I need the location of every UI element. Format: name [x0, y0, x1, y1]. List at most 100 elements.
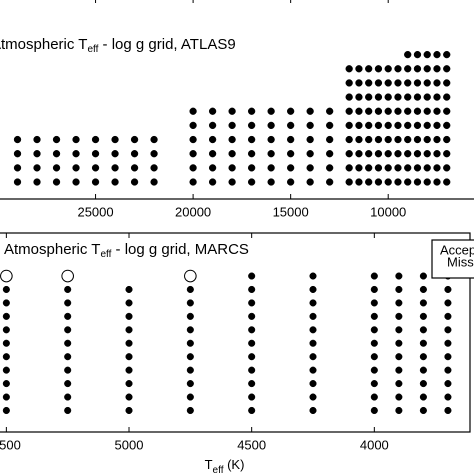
- point: [125, 380, 133, 388]
- point: [355, 135, 363, 144]
- point: [326, 178, 334, 186]
- point: [419, 380, 427, 388]
- subscript: eff: [100, 249, 111, 260]
- point: [394, 79, 402, 87]
- point: [365, 65, 373, 73]
- point: [395, 326, 403, 334]
- point: [2, 312, 10, 320]
- point: [72, 135, 80, 144]
- point: [248, 353, 256, 361]
- point: [370, 272, 378, 280]
- point: [52, 150, 61, 158]
- point: [395, 366, 403, 374]
- point: [309, 406, 317, 415]
- point: [404, 121, 412, 130]
- plot-frame: [0, 198, 474, 200]
- point: [186, 393, 194, 401]
- point: [355, 65, 363, 73]
- point: [287, 121, 295, 130]
- point: [309, 326, 317, 334]
- point: [395, 353, 403, 361]
- point: [433, 107, 441, 115]
- text-part: (K): [223, 457, 244, 472]
- point: [208, 107, 217, 115]
- point: [374, 164, 383, 172]
- point: [125, 285, 133, 294]
- point: [370, 353, 378, 361]
- point: [267, 164, 275, 172]
- x-tick-label: 4000: [360, 437, 389, 452]
- point: [267, 150, 275, 158]
- point: [208, 164, 217, 172]
- point: [404, 150, 412, 158]
- point: [419, 339, 427, 347]
- point: [64, 339, 72, 347]
- point: [394, 150, 402, 158]
- point: [365, 164, 373, 172]
- point: [111, 164, 119, 172]
- point: [423, 79, 431, 87]
- point: [306, 107, 314, 115]
- point: [33, 164, 41, 172]
- point: [423, 121, 431, 130]
- point: [228, 121, 236, 130]
- point: [306, 121, 314, 130]
- point: [423, 135, 431, 144]
- point: [404, 107, 412, 115]
- point: [306, 135, 314, 144]
- point: [444, 285, 452, 294]
- point: [413, 150, 422, 158]
- point: [91, 135, 100, 144]
- point: [370, 326, 378, 334]
- point: [443, 107, 451, 115]
- point: [345, 178, 353, 186]
- point: [64, 366, 72, 374]
- point: [433, 93, 441, 101]
- point: [394, 135, 402, 144]
- point: [150, 135, 158, 144]
- point: [248, 366, 256, 374]
- point: [419, 353, 427, 361]
- point: [189, 150, 197, 158]
- point: [404, 135, 412, 144]
- point: [345, 93, 353, 101]
- open-point: [184, 269, 197, 283]
- text-part: Atmospheric T: [0, 36, 87, 53]
- point: [13, 135, 22, 144]
- point: [208, 178, 217, 186]
- point: [355, 121, 363, 130]
- legend-box: [431, 239, 474, 279]
- point: [413, 93, 422, 101]
- point: [365, 150, 373, 158]
- point: [189, 121, 197, 130]
- point: [91, 150, 100, 158]
- point: [419, 285, 427, 294]
- plot-frame: [0, 232, 471, 433]
- title: Atmospheric Teff - log g grid, MARCS: [4, 241, 249, 260]
- point: [309, 380, 317, 388]
- point: [395, 285, 403, 294]
- point: [64, 380, 72, 388]
- point: [248, 299, 256, 307]
- point: [444, 339, 452, 347]
- point: [395, 299, 403, 307]
- point: [247, 164, 256, 172]
- point: [130, 178, 139, 186]
- point: [384, 65, 392, 73]
- point: [444, 353, 452, 361]
- point: [444, 393, 452, 401]
- point: [125, 393, 133, 401]
- point: [189, 164, 197, 172]
- point: [186, 366, 194, 374]
- x-tick-label: 25000: [77, 204, 113, 219]
- point: [91, 178, 100, 186]
- point: [189, 135, 197, 144]
- point: [395, 272, 403, 280]
- point: [64, 393, 72, 401]
- point: [370, 380, 378, 388]
- point: [2, 353, 10, 361]
- text-part: - log g grid, ATLAS9: [98, 36, 235, 53]
- point: [306, 164, 314, 172]
- point: [413, 178, 422, 186]
- point: [365, 178, 373, 186]
